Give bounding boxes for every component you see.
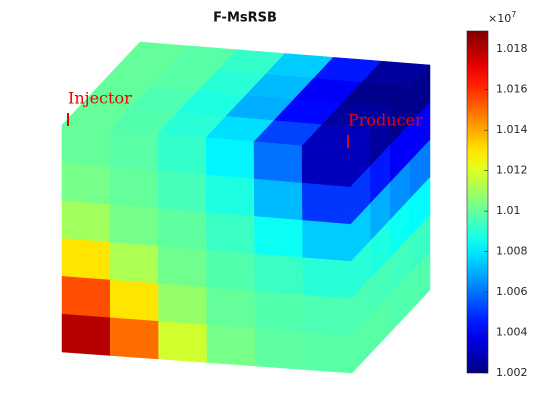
- cube: [61, 41, 431, 374]
- cell: [109, 128, 159, 172]
- cell: [254, 328, 304, 370]
- cell: [302, 220, 352, 262]
- colorbar: [466, 30, 489, 374]
- colorbar-tick-label: 1.01: [496, 204, 521, 217]
- cell: [205, 137, 255, 180]
- cell: [206, 324, 256, 367]
- cell: [158, 321, 208, 363]
- cell: [157, 208, 207, 251]
- multiplier-exponent: 7: [511, 10, 516, 19]
- cell: [303, 331, 353, 374]
- colorbar-multiplier: ×107: [488, 10, 516, 26]
- cell: [61, 200, 111, 243]
- cell: [158, 283, 208, 326]
- cell: [61, 124, 111, 168]
- cell: [109, 166, 159, 209]
- cell: [157, 170, 207, 213]
- colorbar-tick-label: 1.006: [496, 285, 528, 298]
- cell: [254, 253, 304, 296]
- cell: [301, 145, 351, 188]
- cell: [206, 287, 256, 329]
- cell: [205, 174, 255, 217]
- annotation: Injector: [68, 89, 132, 108]
- cell: [253, 178, 303, 221]
- cell: [109, 204, 159, 247]
- annotation: Producer: [348, 111, 423, 130]
- colorbar-tick-label: 1.018: [496, 42, 528, 55]
- cell: [206, 249, 256, 292]
- colorbar-axis: 1.002 1.004 1.006 1.008 1.01 1.012 1.014 1.016 1…: [484, 42, 528, 379]
- cell: [254, 290, 304, 333]
- cell: [61, 313, 111, 356]
- colorbar-tick-label: 1.016: [496, 83, 528, 96]
- cell: [61, 238, 111, 281]
- colorbar-tick-label: 1.004: [496, 326, 528, 339]
- cell: [410, 251, 431, 312]
- cell: [302, 257, 352, 299]
- colorbar-tick-label: 1.012: [496, 164, 528, 177]
- cell: [61, 276, 111, 319]
- cell: [61, 162, 111, 205]
- cell: [109, 279, 159, 322]
- cell: [157, 133, 207, 176]
- cell: [253, 141, 303, 184]
- colorbar-tick-label: 1.002: [496, 366, 528, 379]
- multiplier-base: ×10: [488, 12, 511, 25]
- cell: [110, 317, 159, 360]
- cell: [254, 216, 304, 258]
- cell: [302, 294, 352, 337]
- cell: [109, 242, 159, 285]
- cell: [206, 212, 255, 255]
- colorbar-tick-label: 1.014: [496, 123, 528, 136]
- colorbar-tick-label: 1.008: [496, 245, 528, 258]
- cell: [302, 182, 351, 225]
- chart-title: F-MsRSB: [213, 11, 277, 26]
- cell: [158, 245, 207, 288]
